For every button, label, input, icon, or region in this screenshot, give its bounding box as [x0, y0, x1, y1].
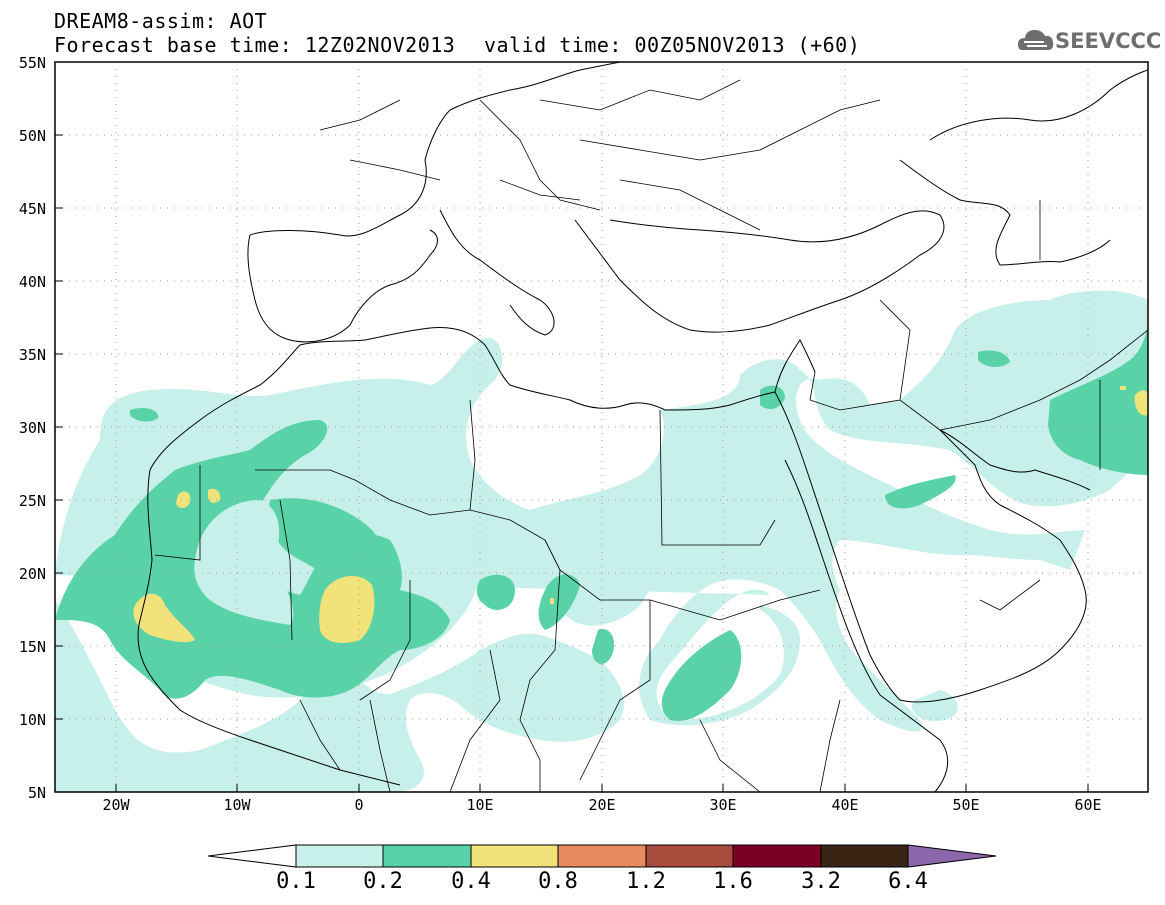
- lon-label-10e: 10E: [466, 796, 494, 814]
- lon-label-20e: 20E: [588, 796, 616, 814]
- colorbar-label: 1.6: [713, 869, 753, 894]
- lat-label-10n: 10N: [18, 711, 46, 729]
- coastlines: [137, 62, 1148, 792]
- map-title: DREAM8-assim: AOT: [54, 9, 268, 33]
- lon-label-40e: 40E: [831, 796, 859, 814]
- lat-label-20n: 20N: [18, 565, 46, 583]
- lat-label-30n: 30N: [18, 419, 46, 437]
- colorbar-upper-arrow: [907, 844, 997, 868]
- graticule: [55, 62, 1148, 792]
- colorbar-bin-5: [645, 844, 734, 868]
- lat-label-50n: 50N: [18, 127, 46, 145]
- lon-label-50e: 50E: [952, 796, 980, 814]
- colorbar-label: 1.2: [626, 869, 666, 894]
- lon-label-60e: 60E: [1074, 796, 1102, 814]
- lat-label-35n: 35N: [18, 346, 46, 364]
- lat-label-40n: 40N: [18, 273, 46, 291]
- aot-0.4-layer: [133, 386, 1148, 643]
- forecast-base-time: Forecast base time: 12Z02NOV2013: [54, 33, 456, 57]
- lon-label-10w: 10W: [223, 796, 251, 814]
- colorbar: [207, 844, 997, 868]
- country-borders: [154, 79, 1148, 792]
- valid-time: valid time: 00Z05NOV2013 (+60): [484, 33, 861, 57]
- colorbar-label: 0.2: [363, 869, 403, 894]
- colorbar-bin-7: [820, 844, 909, 868]
- lat-label-45n: 45N: [18, 200, 46, 218]
- colorbar-bin-6: [732, 844, 822, 868]
- axis-ticks: [55, 61, 1089, 793]
- colorbar-label: 6.4: [888, 869, 928, 894]
- lat-label-55n: 55N: [18, 54, 46, 72]
- colorbar-label: 0.4: [451, 869, 491, 894]
- lat-label-15n: 15N: [18, 638, 46, 656]
- seevccc-logo-text: SEEVCCC: [1055, 29, 1162, 53]
- lon-label-0: 0: [354, 796, 364, 814]
- colorbar-bin-1: [295, 844, 384, 868]
- lat-label-25n: 25N: [18, 492, 46, 510]
- colorbar-label: 0.1: [276, 869, 316, 894]
- lon-label-30e: 30E: [709, 796, 737, 814]
- aot-0.1-inner: [194, 500, 294, 625]
- colorbar-label: 0.8: [538, 869, 578, 894]
- colorbar-label: 3.2: [801, 869, 841, 894]
- colorbar-bin-2: [382, 844, 472, 868]
- colorbar-bin-4: [557, 844, 647, 868]
- colorbar-lower-arrow: [207, 844, 297, 868]
- cloud-logo-icon: [1018, 30, 1054, 50]
- lon-label-20w: 20W: [102, 796, 130, 814]
- lat-label-5n: 5N: [27, 784, 46, 802]
- colorbar-bin-3: [470, 844, 559, 868]
